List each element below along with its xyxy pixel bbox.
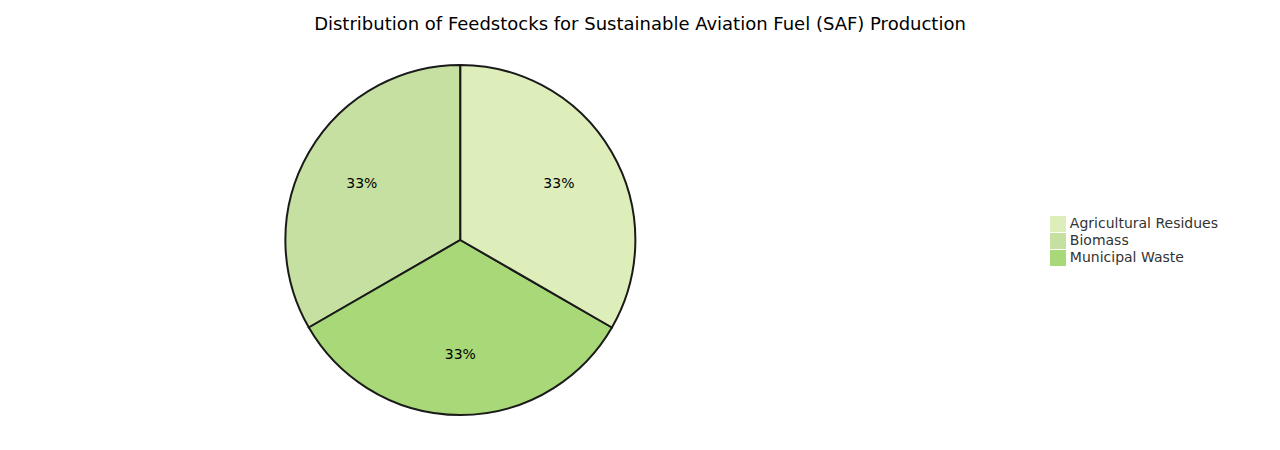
html-text:Biomass: Biomass: [1069, 231, 1129, 248]
svg-text:33%: 33%: [543, 175, 574, 191]
svg-text:33%: 33%: [346, 175, 377, 191]
html-text:Agricultural Residues: Agricultural Residues: [1069, 214, 1218, 231]
html-text:Distribution of Feedstocks for: Distribution of Feedstocks for Sustainab…: [314, 13, 966, 34]
svg-text:33%: 33%: [445, 346, 476, 362]
html-text:Municipal Waste: Municipal Waste: [1069, 248, 1184, 265]
